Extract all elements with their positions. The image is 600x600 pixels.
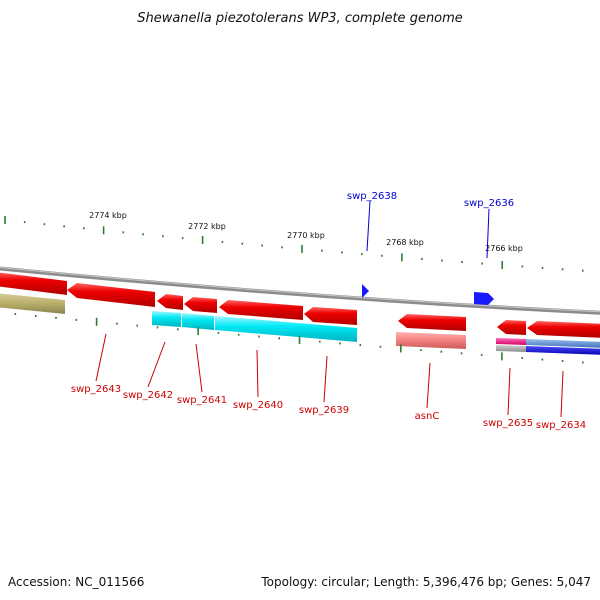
kbp-label: 2766 kbp	[485, 244, 523, 253]
category-segment[interactable]	[496, 338, 526, 345]
cds-arrow[interactable]	[157, 294, 183, 310]
kbp-label: 2772 kbp	[188, 222, 226, 231]
category-segment[interactable]	[396, 332, 466, 349]
category-segment[interactable]	[526, 346, 600, 355]
accession-text: Accession: NC_011566	[8, 575, 144, 589]
gene-label-swp-2638[interactable]: swp_2638	[347, 191, 397, 202]
cds-arrow[interactable]	[67, 283, 155, 307]
leader-lines	[95, 200, 564, 418]
gene-label-swp-2639[interactable]: swp_2639	[299, 405, 349, 416]
category-segment[interactable]	[496, 345, 526, 352]
map-title: Shewanella piezotolerans WP3, complete g…	[137, 11, 463, 26]
cds-ring	[0, 272, 600, 338]
category-segment[interactable]	[526, 339, 600, 348]
feature-swp-2638[interactable]	[362, 284, 369, 298]
kbp-label: 2770 kbp	[287, 231, 325, 240]
kbp-label: 2768 kbp	[386, 238, 424, 247]
category-segment[interactable]	[0, 293, 65, 314]
inner-tick-ring	[14, 313, 584, 364]
genome-summary-text: Topology: circular; Length: 5,396,476 bp…	[260, 575, 591, 589]
cds-arrow[interactable]	[219, 300, 303, 320]
gene-label-swp-2643[interactable]: swp_2643	[71, 384, 121, 395]
outer-tick-ring	[4, 216, 584, 272]
kbp-labels: 2774 kbp 2772 kbp 2770 kbp 2768 kbp 2766…	[89, 211, 523, 253]
cds-arrow[interactable]	[497, 320, 526, 335]
cds-arrow[interactable]	[527, 321, 600, 338]
gene-label-swp-2642[interactable]: swp_2642	[123, 390, 173, 401]
category-segment[interactable]	[182, 313, 214, 330]
gene-label-swp-2634[interactable]: swp_2634	[536, 420, 586, 431]
cds-arrow[interactable]	[304, 307, 357, 325]
gene-label-swp-2640[interactable]: swp_2640	[233, 400, 283, 411]
category-ring	[0, 293, 600, 355]
cds-arrow[interactable]	[184, 297, 217, 313]
gene-label-swp-2635[interactable]: swp_2635	[483, 418, 533, 429]
cds-arrow[interactable]	[398, 314, 466, 331]
category-segment[interactable]	[215, 316, 357, 342]
gene-label-asnc[interactable]: asnC	[415, 411, 440, 422]
gene-label-swp-2636[interactable]: swp_2636	[464, 198, 514, 209]
cds-arrow[interactable]	[0, 272, 67, 295]
kbp-label: 2774 kbp	[89, 211, 127, 220]
genome-backbone	[0, 266, 600, 315]
feature-swp-2636[interactable]	[474, 292, 494, 305]
gene-label-swp-2641[interactable]: swp_2641	[177, 395, 227, 406]
category-segment[interactable]	[152, 311, 181, 327]
